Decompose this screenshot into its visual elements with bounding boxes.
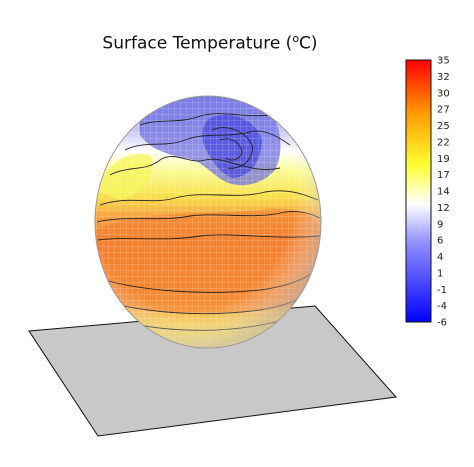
colorbar-tick-label: -4 [437, 301, 447, 312]
colorbar-tick-label: 4 [437, 252, 443, 263]
colorbar-gradient [406, 60, 431, 322]
colorbar-tick-label: 25 [437, 121, 450, 132]
colorbar-tick-label: 6 [437, 236, 443, 247]
colorbar-ticks: 35 32 30 27 25 22 19 17 14 12 9 6 4 1 -1 -4 -6 [437, 56, 450, 329]
colorbar-tick-label: 32 [437, 72, 450, 83]
colorbar-tick-label: 17 [437, 170, 450, 181]
colorbar: 35 32 30 27 25 22 19 17 14 12 9 6 4 1 -1 -4 -6 [406, 56, 450, 329]
colorbar-tick-label: 12 [437, 203, 450, 214]
colorbar-tick-label: 19 [437, 154, 450, 165]
colorbar-tick-label: 14 [437, 187, 450, 198]
colorbar-tick-label: 27 [437, 105, 450, 116]
colorbar-tick-label: 9 [437, 219, 443, 230]
colorbar-tick-label: 30 [437, 88, 450, 99]
colorbar-tick-label: 35 [437, 56, 450, 67]
colorbar-tick-label: 22 [437, 137, 450, 148]
colorbar-tick-label: -1 [437, 285, 447, 296]
colorbar-tick-label: 1 [437, 268, 443, 279]
colorbar-tick-label: -6 [437, 318, 447, 329]
